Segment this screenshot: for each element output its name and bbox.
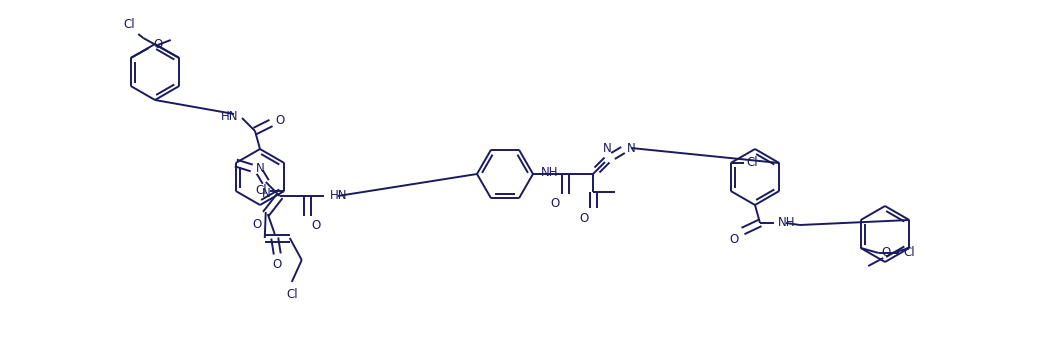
- Text: HN: HN: [220, 109, 238, 122]
- Text: O: O: [881, 247, 891, 260]
- Text: N: N: [262, 187, 270, 200]
- Text: O: O: [154, 38, 163, 51]
- Text: O: O: [580, 212, 589, 225]
- Text: O: O: [272, 258, 282, 271]
- Text: Cl: Cl: [903, 247, 915, 260]
- Text: O: O: [730, 233, 739, 246]
- Text: Cl: Cl: [747, 156, 759, 169]
- Text: Cl: Cl: [255, 185, 267, 198]
- Text: Cl: Cl: [123, 18, 135, 31]
- Text: N: N: [627, 142, 636, 155]
- Text: O: O: [252, 218, 262, 231]
- Text: Cl: Cl: [286, 288, 298, 301]
- Text: O: O: [275, 114, 284, 127]
- Text: HN: HN: [330, 189, 347, 202]
- Text: NH: NH: [541, 167, 559, 180]
- Text: O: O: [551, 197, 560, 210]
- Text: O: O: [312, 219, 321, 232]
- Text: N: N: [602, 142, 612, 155]
- Text: N: N: [255, 161, 265, 174]
- Text: NH: NH: [778, 215, 796, 228]
